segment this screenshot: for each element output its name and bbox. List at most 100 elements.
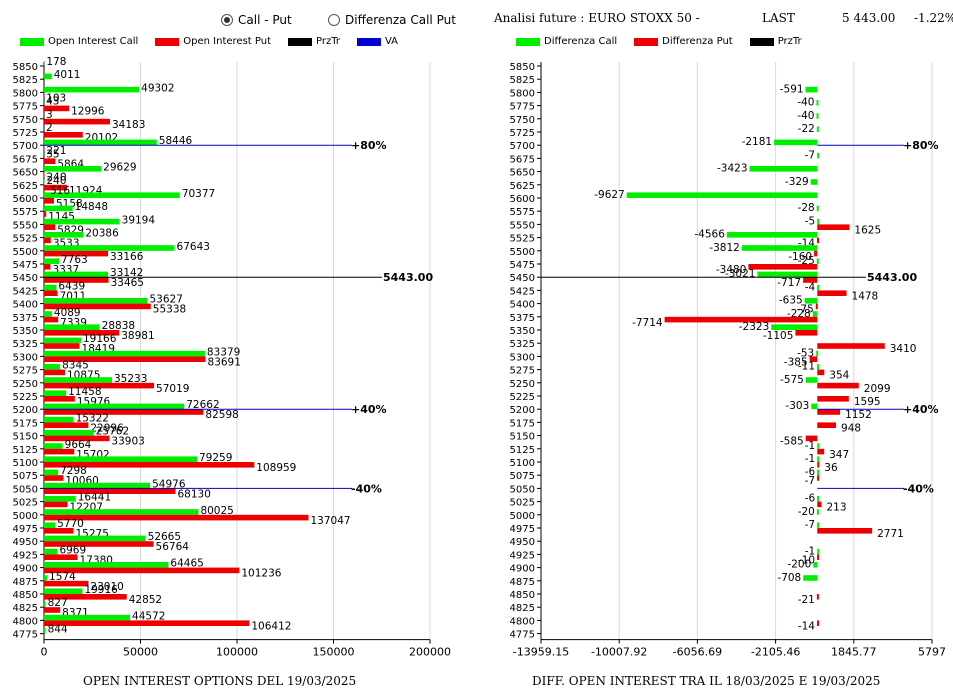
diff-put-value: 354	[829, 370, 849, 382]
strike-label: 4900	[13, 564, 38, 575]
oi-call-value: 44572	[132, 610, 165, 622]
diff-call-bar	[816, 205, 819, 212]
diff-put-bar	[817, 475, 820, 481]
x-tick-label: 1845.77	[831, 646, 877, 659]
oi-call-bar	[44, 482, 151, 489]
oi-put-bar	[44, 356, 206, 362]
oi-call-bar	[44, 509, 199, 515]
diff-put-value: -14	[798, 620, 815, 632]
strike-label: 5000	[510, 511, 535, 522]
diff-put-bar	[817, 448, 825, 455]
oi-put-bar	[44, 224, 56, 230]
oi-put-bar	[44, 330, 120, 336]
diff-call-value: -3021	[725, 268, 756, 280]
oi-call-value: 240	[46, 175, 66, 187]
oi-call-bar	[44, 192, 180, 198]
strike-label: 5275	[510, 366, 535, 377]
strike-label: 4975	[13, 524, 38, 535]
oi-put-value: 12996	[71, 106, 105, 118]
oi-call-bar	[44, 364, 61, 370]
oi-call-value: 11458	[68, 386, 101, 398]
x-tick-label: 200000	[409, 646, 451, 659]
strike-label: 5300	[13, 352, 38, 363]
strike-label: 5550	[510, 220, 535, 231]
diff-call-value: -228	[787, 308, 811, 320]
strike-label: 5100	[510, 458, 535, 469]
diff-call-bar	[812, 311, 818, 317]
oi-call-value: 1574	[49, 571, 76, 583]
diff-call-bar	[817, 469, 820, 476]
oi-put-value: 7339	[60, 317, 87, 329]
strike-label: 5450	[510, 273, 535, 284]
diff-put-value: 1595	[854, 396, 881, 408]
x-tick-label: -6056.69	[673, 646, 722, 659]
mode-radio-call-put[interactable]: Call - Put	[221, 13, 292, 27]
oi-call-value: 15322	[76, 412, 109, 424]
diff-call-value: -329	[785, 176, 809, 188]
diff-call-value: -53	[797, 347, 814, 359]
oi-call-bar	[44, 416, 74, 423]
diff-put-value: 2099	[864, 383, 891, 395]
oi-call-value: 16441	[78, 492, 111, 504]
oi-call-value: 3	[46, 109, 53, 121]
strike-label: 5400	[13, 300, 38, 311]
right-legend: Differenza Call Differenza Put PrzTr	[516, 36, 819, 47]
diff-put-value: 36	[824, 462, 838, 474]
diff-call-bar	[726, 232, 818, 238]
strike-label: 5325	[13, 339, 38, 350]
oi-put-value: 83691	[208, 356, 241, 368]
strike-label: 5275	[13, 366, 38, 377]
x-tick-label: 0	[41, 646, 48, 659]
oi-put-value: 15275	[75, 528, 108, 540]
oi-call-value: 33142	[110, 267, 143, 279]
strike-label: 5675	[13, 154, 38, 165]
oi-put-value: 57019	[156, 383, 189, 395]
strike-label: 4975	[510, 524, 535, 535]
radio-label-differenza: Differenza Call Put	[345, 13, 456, 27]
oi-put-value: 5158	[56, 198, 83, 210]
strike-label: 5725	[13, 128, 38, 139]
strike-label: 5525	[510, 234, 535, 245]
oi-call-value: 178	[46, 56, 66, 68]
oi-put-value: 137047	[311, 515, 351, 527]
oi-call-value: 64465	[170, 558, 203, 570]
strike-label: 5475	[13, 260, 38, 271]
strike-label: 5050	[510, 484, 535, 495]
oi-call-bar	[44, 218, 120, 225]
oi-put-bar	[44, 422, 89, 428]
mode-radio-differenza[interactable]: Differenza Call Put	[328, 13, 456, 27]
diff-call-bar	[626, 192, 818, 198]
oi-put-value: 15976	[77, 396, 111, 408]
oi-call-value: 5770	[57, 518, 84, 530]
oi-call-bar	[44, 548, 58, 555]
oi-put-value: 1145	[48, 211, 75, 223]
strike-label: 5375	[510, 313, 535, 324]
legend-item-prztr: PrzTr	[288, 36, 340, 47]
oi-put-value: 55338	[153, 304, 186, 316]
left-legend: Open Interest Call Open Interest Put Prz…	[20, 36, 415, 47]
oi-call-bar	[44, 284, 57, 291]
diff-put-value: -1105	[763, 330, 794, 342]
strike-label: 5600	[510, 194, 535, 205]
diff-call-bar	[817, 522, 820, 528]
diff-put-bar	[805, 435, 818, 442]
oi-put-bar	[44, 382, 155, 389]
oi-put-bar	[44, 290, 58, 296]
strike-label: 4850	[510, 590, 535, 601]
oi-call-value: 80025	[200, 505, 233, 517]
strike-label: 5125	[510, 445, 535, 456]
oi-call-value: 7763	[61, 254, 88, 266]
oi-call-value: 6439	[58, 280, 85, 292]
prztr-label: 5443.00	[867, 271, 917, 284]
strike-label: 4875	[13, 577, 38, 588]
oi-put-bar	[44, 620, 250, 626]
oi-call-value: 79259	[199, 452, 232, 464]
oi-call-value: 52665	[148, 531, 181, 543]
diff-call-bar	[817, 496, 820, 502]
oi-put-value: 42852	[129, 594, 162, 606]
diff-put-value: 213	[826, 502, 846, 514]
oi-put-bar	[44, 435, 110, 442]
oi-put-bar	[44, 211, 47, 217]
diff-call-bar	[811, 403, 818, 410]
